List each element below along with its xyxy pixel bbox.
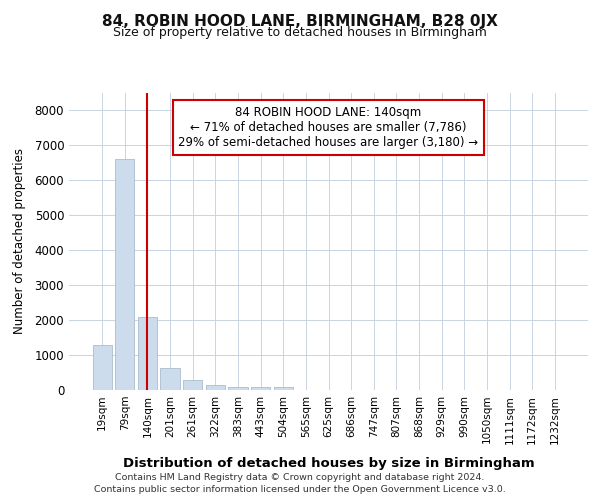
Bar [229,386,248,390]
Y-axis label: Number of detached properties: Number of detached properties [13,148,26,334]
Bar [92,344,112,390]
Text: Contains public sector information licensed under the Open Government Licence v3: Contains public sector information licen… [94,485,506,494]
Text: Size of property relative to detached houses in Birmingham: Size of property relative to detached ho… [113,26,487,39]
Text: 84 ROBIN HOOD LANE: 140sqm
← 71% of detached houses are smaller (7,786)
29% of s: 84 ROBIN HOOD LANE: 140sqm ← 71% of deta… [178,106,479,149]
Text: 84, ROBIN HOOD LANE, BIRMINGHAM, B28 0JX: 84, ROBIN HOOD LANE, BIRMINGHAM, B28 0JX [102,14,498,29]
Bar [160,368,180,390]
Bar [138,316,157,390]
Bar [274,387,293,390]
Bar [115,159,134,390]
Text: Contains HM Land Registry data © Crown copyright and database right 2024.: Contains HM Land Registry data © Crown c… [115,472,485,482]
Bar [183,380,202,390]
X-axis label: Distribution of detached houses by size in Birmingham: Distribution of detached houses by size … [122,458,535,470]
Bar [251,387,270,390]
Bar [206,385,225,390]
